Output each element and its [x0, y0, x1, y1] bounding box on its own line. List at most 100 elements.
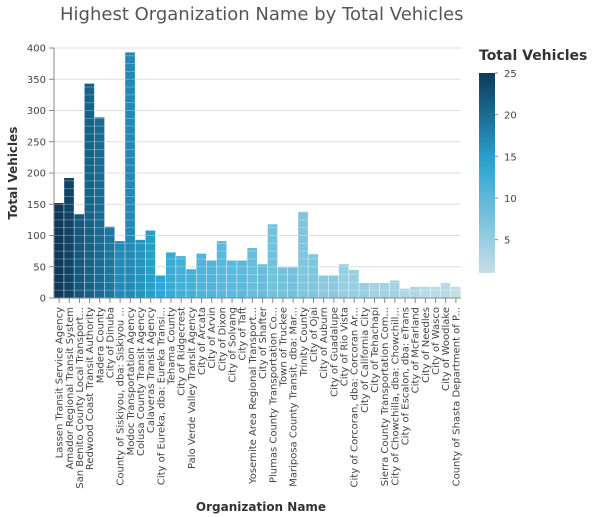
bar [54, 203, 65, 298]
y-axis: 0 50 100 150 200 250 300 350 400 [27, 44, 55, 305]
x-tick-label: City of Auburn [319, 307, 330, 379]
x-tick-label: City of Tehachapi [370, 307, 381, 393]
x-tick-label: City of Wasco [431, 307, 442, 375]
bar [430, 286, 442, 298]
bar [450, 286, 462, 298]
bar [338, 264, 350, 298]
y-tick-label: 350 [27, 75, 46, 86]
y-tick-label: 0 [40, 294, 46, 305]
bar [125, 52, 136, 298]
x-tick-label: Mariposa County Transit, dba: Mar... [289, 307, 300, 487]
y-tick-label: 250 [27, 137, 46, 148]
x-tick-label: City of Guadalupe [329, 307, 340, 397]
bar [74, 214, 86, 298]
x-tick-label: Calaveras Transit Agency [146, 307, 157, 433]
bar [196, 253, 208, 298]
bar [135, 239, 147, 298]
bar [379, 283, 391, 298]
x-tick-label: County of Shasta Department of P... [451, 307, 462, 486]
y-tick-label: 200 [27, 169, 46, 180]
bar [237, 260, 248, 298]
bar [145, 230, 157, 298]
bar [349, 269, 360, 298]
bar [115, 241, 126, 298]
x-tick-label: Madera County [95, 307, 106, 383]
x-tick-label: Modoc Transportation Agency [126, 307, 137, 455]
x-tick-label: Sierra County Transportation Com... [380, 307, 391, 486]
y-tick-label: 150 [27, 200, 46, 211]
x-tick-label: City of Ridgecrest [177, 307, 188, 396]
bar [399, 288, 411, 298]
legend-tick-label: 20 [504, 111, 517, 122]
legend-tick-label: 15 [504, 152, 517, 163]
x-tick-label: City of Escalon, dba: eTrans [401, 307, 412, 445]
color-legend: Total Vehicles 5 10 15 20 25 [479, 48, 587, 273]
y-axis-title: Total Vehicles [6, 127, 20, 220]
x-tick-label: City of Arcata [197, 307, 208, 375]
legend-gradient [479, 73, 495, 273]
bar [410, 286, 421, 298]
x-tick-label: City of McFarland [411, 307, 422, 393]
bar [226, 260, 238, 298]
bar [277, 267, 289, 298]
bars-group [54, 52, 462, 298]
x-tick-label: Tehama County [167, 307, 178, 386]
x-tick-label: City of Chowchilla, dba: Chowchill... [390, 307, 401, 486]
bar [176, 256, 187, 298]
x-tick-label: City of Arvin [207, 307, 218, 369]
y-tick-label: 300 [27, 106, 46, 117]
bar [359, 283, 370, 298]
bar [267, 224, 279, 298]
bar [257, 264, 269, 298]
bar [165, 252, 177, 298]
legend-tick-label: 25 [504, 69, 517, 80]
legend-tick-label: 10 [504, 194, 517, 205]
bar [440, 283, 452, 298]
bar [308, 254, 320, 298]
bar [389, 280, 401, 298]
x-tick-label: Amador Regional Transit System [65, 307, 76, 469]
x-axis: Lassen Transit Service Agency Amador Regi… [54, 297, 462, 489]
x-tick-label: Plumas County Transportation Co... [268, 307, 279, 483]
y-tick-label: 50 [33, 262, 46, 273]
bar [420, 286, 431, 298]
bar [155, 275, 167, 298]
x-tick-label: City of Needles [421, 307, 432, 383]
x-tick-label: Town of Truckee [278, 307, 289, 387]
x-tick-label: City of Woodlake [441, 307, 452, 391]
x-axis-title: Organization Name [196, 500, 326, 514]
bar [206, 260, 218, 298]
bar [369, 283, 381, 298]
x-tick-label: City of California City [360, 307, 371, 413]
bar [288, 267, 299, 298]
x-tick-label: City of Shafter [258, 306, 269, 379]
x-tick-label: City of Corcoran, dba: Corcoran Ar... [350, 307, 361, 487]
bar [216, 241, 228, 298]
x-tick-label: County of Siskiyou, dba: Siskiyou ... [116, 307, 127, 486]
x-tick-label: City of Dixon [217, 307, 228, 371]
x-tick-label: City of Solvang [228, 307, 239, 383]
x-tick-label: Trinity County [299, 307, 310, 377]
x-tick-label: Lassen Transit Service Agency [55, 307, 66, 458]
x-tick-label: San Benito County Local Transport... [75, 307, 86, 489]
chart-title: Highest Organization Name by Total Vehic… [60, 4, 464, 25]
x-tick-label: City of Taft [238, 307, 249, 361]
bar [84, 83, 96, 298]
bar [94, 117, 106, 298]
x-tick-label: City of Dinuba [105, 307, 116, 378]
x-tick-label: Palo Verde Valley Transit Agency [187, 307, 198, 469]
legend-title: Total Vehicles [479, 48, 587, 64]
bar [247, 248, 258, 298]
bar [298, 211, 309, 298]
x-tick-label: Yosemite Area Regional Transport... [248, 307, 259, 485]
x-tick-label: Colusa County Transit Agency [136, 307, 147, 456]
bar [318, 275, 330, 298]
y-tick-label: 400 [27, 44, 46, 55]
bar [328, 275, 340, 298]
x-tick-label: City of Rio Vista [339, 307, 350, 386]
x-tick-label: City of Eureka, dba: Eureka Transi... [156, 307, 167, 485]
x-tick-label: City of Ojai [309, 307, 320, 362]
bar [104, 226, 116, 298]
legend-tick-label: 5 [504, 236, 510, 247]
